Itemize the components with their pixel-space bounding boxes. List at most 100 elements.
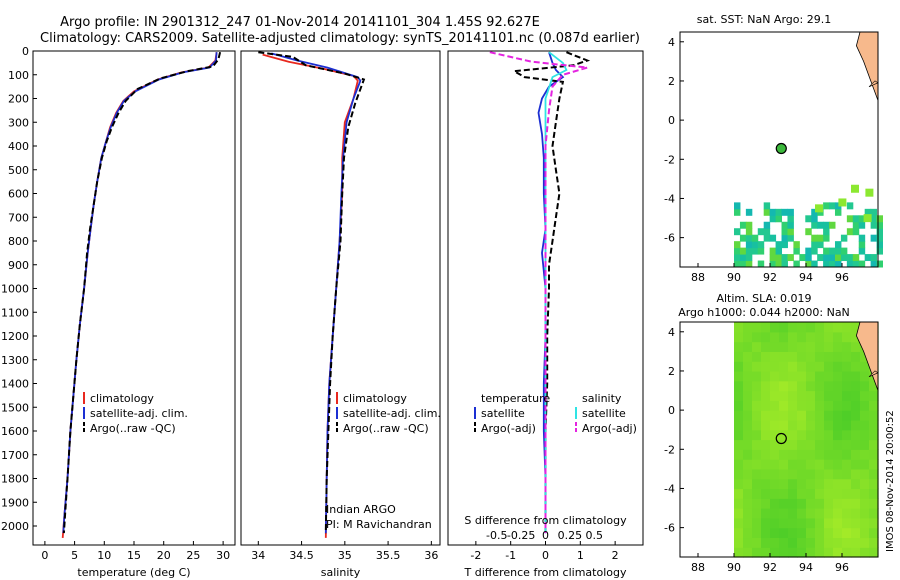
sla-cell [770, 439, 780, 450]
sla-cell [779, 380, 789, 392]
sst-cell [834, 254, 842, 262]
x-tick-label: 34.5 [289, 549, 314, 562]
salinity-tick-label: 0.5 [586, 529, 604, 542]
sla-cell [779, 429, 789, 441]
sla-cell [842, 361, 852, 372]
sla-cell [797, 322, 807, 333]
sla-cell [815, 478, 825, 490]
sst-cell [751, 241, 759, 249]
sst-cell [811, 208, 818, 216]
sst-cell [829, 247, 836, 255]
island [868, 80, 879, 88]
sla-cell [770, 468, 780, 480]
sla-cell [752, 439, 762, 450]
sla-cell [779, 400, 789, 411]
sla-cell [752, 547, 762, 558]
series-line-argo-raw-qc- [258, 51, 366, 534]
sst-cell [817, 241, 824, 249]
map-y-tick-label: 0 [668, 404, 675, 417]
sst-cell [775, 247, 783, 255]
sst-cell [781, 234, 788, 242]
sla-cell [833, 341, 843, 352]
sla-cell [860, 547, 870, 558]
map-x-tick-label: 88 [691, 271, 705, 284]
sla-cell [788, 400, 798, 411]
sst-cell [787, 228, 794, 236]
sla-cell [797, 498, 807, 509]
sst-cell [781, 254, 788, 262]
x-tick-label: -2 [470, 549, 481, 562]
sla-cell [833, 468, 843, 480]
sst-cell [734, 241, 741, 249]
sla-cell [824, 439, 834, 450]
sla-cell [815, 351, 825, 362]
y-tick-label: 300 [8, 116, 29, 129]
sst-cell [852, 228, 860, 236]
sla-cell [788, 361, 798, 372]
sst-cell [805, 215, 812, 223]
sla-cell [779, 351, 789, 362]
sst-cell [829, 260, 836, 268]
sst-cell [829, 221, 836, 229]
sla-cell [797, 341, 807, 352]
sla-cell [761, 351, 771, 362]
sla-cell [743, 517, 753, 529]
legend-satellite: satellite-adj. clim. [90, 407, 188, 420]
sla-cell [743, 331, 753, 343]
x-axis-label: T difference from climatology [464, 566, 627, 579]
sla-cell [842, 459, 852, 470]
map-y-tick-label: 4 [668, 36, 675, 49]
sla-cell [860, 537, 870, 548]
sst-cell [863, 214, 872, 223]
sst-cell [757, 241, 765, 249]
sla-cell [842, 429, 852, 441]
sst-cell [757, 260, 765, 268]
sst-cell [787, 234, 794, 242]
x-tick-label: 0 [41, 549, 48, 562]
sla-cell [743, 547, 753, 558]
sla-cell [734, 380, 744, 392]
sst-cell [775, 260, 783, 268]
sst-cell [876, 228, 883, 236]
y-tick-label: 100 [8, 69, 29, 82]
sla-cell [752, 331, 762, 343]
sla-cell [833, 390, 843, 401]
sst-cell [838, 198, 847, 207]
x-tick-label: 0 [542, 549, 549, 562]
sla-cell [824, 331, 834, 343]
sst-cell [793, 247, 800, 255]
sla-cell [779, 468, 789, 480]
sla-cell [815, 410, 825, 421]
sla-cell [788, 478, 798, 490]
sst-cell [787, 208, 794, 216]
sla-cell [752, 390, 762, 401]
sla-cell [770, 498, 780, 509]
sla-cell [851, 351, 861, 362]
sla-cell [833, 459, 843, 470]
sst-cell [734, 247, 741, 255]
sst-cell [763, 208, 771, 216]
sla-cell [788, 331, 798, 343]
sla-cell [761, 410, 771, 421]
annotation-indian-argo: Indian ARGO [326, 503, 396, 516]
sst-cell [840, 234, 848, 242]
sla-cell [734, 468, 744, 480]
sla-cell [761, 478, 771, 490]
y-tick-label: 1800 [1, 473, 29, 486]
sla-cell [869, 517, 879, 529]
sst-cell [775, 254, 783, 262]
sla-cell [860, 429, 870, 441]
sst-map: 4 2 0 -2 -4 -6 88 90 92 94 96 [664, 31, 883, 284]
sla-cell [851, 341, 861, 352]
sla-cell [752, 468, 762, 480]
sla-cell [824, 517, 834, 529]
sst-cell [769, 254, 777, 262]
sla-cell [815, 380, 825, 392]
sst-cell [858, 241, 866, 249]
sla-cell [797, 468, 807, 480]
sla-cell [824, 547, 834, 558]
sla-cell [779, 488, 789, 499]
island [868, 370, 879, 378]
sla-cell [788, 537, 798, 548]
